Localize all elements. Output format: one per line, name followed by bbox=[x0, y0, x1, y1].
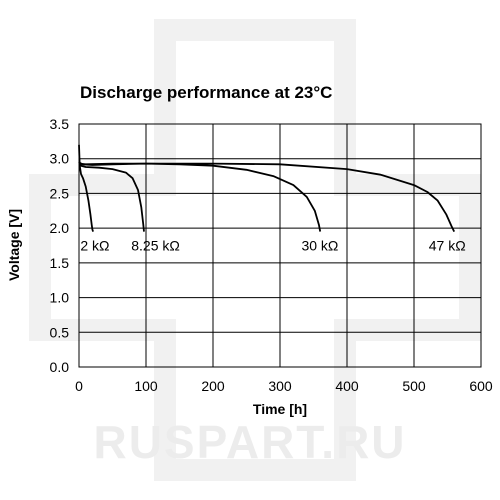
curve-label: 30 kΩ bbox=[301, 238, 338, 254]
y-tick-label: 2.5 bbox=[50, 185, 70, 201]
y-tick-label: 2.0 bbox=[50, 220, 70, 236]
x-tick-label: 300 bbox=[268, 378, 292, 394]
y-tick-label: 3.0 bbox=[50, 151, 70, 167]
y-tick-label: 0.0 bbox=[50, 359, 70, 375]
x-tick-label: 500 bbox=[402, 378, 426, 394]
series-line-8-25k bbox=[78, 161, 145, 232]
curve-label: 8.25 kΩ bbox=[131, 238, 180, 254]
y-tick-label: 1.5 bbox=[50, 255, 70, 271]
watermark-text: RUSPART.RU bbox=[93, 416, 406, 468]
x-axis-label: Time [h] bbox=[253, 401, 307, 417]
x-tick-label: 0 bbox=[75, 378, 83, 394]
x-tick-label: 100 bbox=[134, 378, 158, 394]
curves bbox=[78, 144, 456, 232]
y-tick-label: 3.5 bbox=[50, 116, 70, 132]
series-line-2k bbox=[78, 144, 94, 232]
y-tick-labels: 0.0 0.5 1.0 1.5 2.0 2.5 3.0 3.5 bbox=[50, 116, 70, 375]
series-line-30k bbox=[78, 161, 322, 232]
x-tick-labels: 0 100 200 300 400 500 600 bbox=[75, 378, 493, 394]
curve-label: 47 kΩ bbox=[429, 238, 466, 254]
series-line-47k bbox=[78, 162, 456, 232]
x-tick-label: 400 bbox=[335, 378, 359, 394]
watermark: RUSPART.RU bbox=[29, 19, 481, 481]
chart-title: Discharge performance at 23°C bbox=[80, 83, 332, 102]
watermark-frame bbox=[29, 19, 481, 481]
y-axis-label: Voltage [V] bbox=[6, 209, 22, 281]
x-tick-label: 600 bbox=[469, 378, 493, 394]
y-tick-label: 0.5 bbox=[50, 324, 70, 340]
x-tick-label: 200 bbox=[201, 378, 225, 394]
curve-labels: 2 kΩ 8.25 kΩ 30 kΩ 47 kΩ bbox=[80, 238, 465, 254]
curve-label: 2 kΩ bbox=[80, 238, 109, 254]
y-tick-label: 1.0 bbox=[50, 290, 70, 306]
